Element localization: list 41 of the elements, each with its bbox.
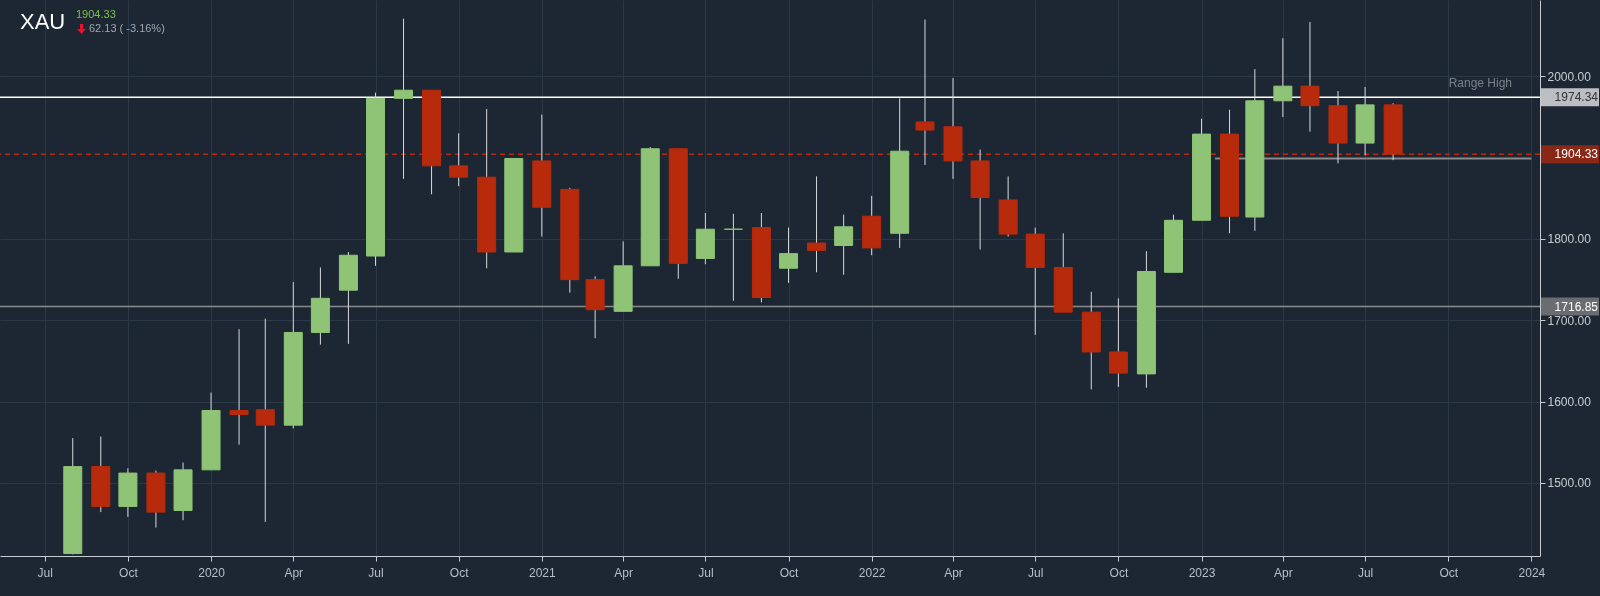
candlestick: [1300, 21, 1320, 133]
x-tick-label: Oct: [1439, 565, 1459, 580]
y-tick-label: 1500.00: [1547, 476, 1592, 491]
x-tick-label: 2024: [1518, 565, 1546, 580]
annotation: 62.13 ( -3.16%): [89, 22, 165, 34]
candlestick: [1273, 37, 1293, 118]
ref-line-label: 1904.33: [1554, 147, 1599, 162]
x-tick-label: Apr: [1274, 565, 1293, 580]
x-tick-label: 2022: [858, 565, 886, 580]
x-tick-label: 2023: [1188, 565, 1216, 580]
annotation: Range High: [1448, 76, 1512, 91]
candlestick: [255, 318, 275, 523]
x-tick-label: Jul: [698, 565, 714, 580]
text: 1904.33: [76, 8, 116, 20]
candlestick: [1108, 297, 1128, 388]
y-tick-label: 1600.00: [1547, 395, 1592, 410]
x-tick-label: Oct: [119, 565, 139, 580]
candlestick: [394, 18, 414, 180]
x-tick-label: Oct: [449, 565, 470, 580]
x-tick-label: 2020: [198, 565, 226, 580]
candlestick: [779, 227, 799, 284]
x-tick-label: Oct: [779, 565, 800, 580]
y-tick-label: 2000.00: [1547, 69, 1592, 84]
y-tick-label: 1700.00: [1547, 313, 1592, 328]
candlestick: [229, 328, 249, 446]
x-tick-label: Apr: [614, 565, 633, 580]
x-tick-label: Jul: [1357, 565, 1374, 580]
candlestick: [807, 175, 827, 273]
candlestick: [834, 214, 854, 276]
x-tick-label: Apr: [284, 565, 304, 580]
candlestick: [723, 213, 743, 302]
x-tick-label: Jul: [37, 565, 53, 580]
x-tick-label: Apr: [944, 565, 963, 580]
x-tick-label: Jul: [368, 565, 384, 580]
x-tick-label: 2021: [528, 565, 556, 580]
ref-line-label: 1974.34: [1554, 90, 1599, 105]
x-tick-label: Oct: [1109, 565, 1129, 580]
chart-title: XAU: [20, 9, 66, 34]
x-tick-label: Jul: [1028, 565, 1044, 580]
ref-line-label: 1716.85: [1554, 299, 1599, 314]
y-tick-label: 1800.00: [1547, 232, 1592, 247]
